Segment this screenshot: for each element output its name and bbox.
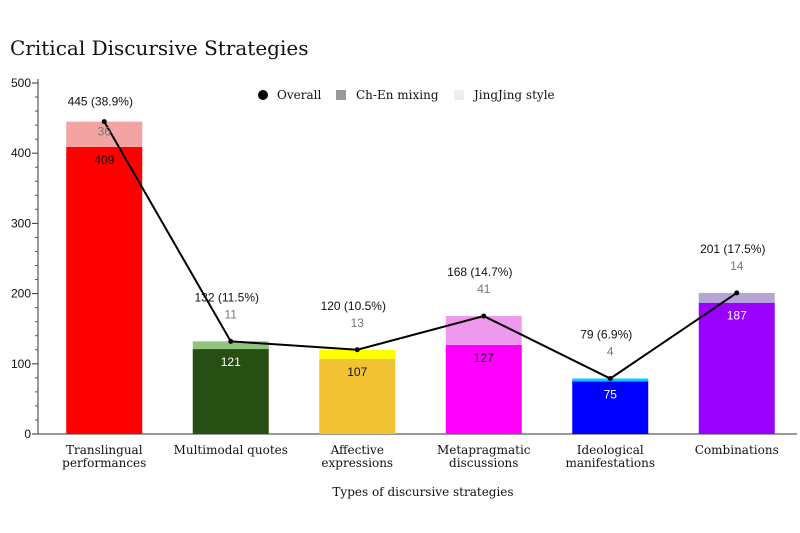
overall-point (481, 313, 487, 319)
data-label-ch-en-mixing: 127 (474, 351, 494, 365)
data-label-overall: 168 (14.7%) (447, 265, 512, 279)
bar-ch-en-mixing (192, 349, 269, 434)
x-tick-label: Ideological (577, 443, 644, 457)
data-label-jingjing-style: 36 (98, 125, 112, 139)
bar-ch-en-mixing (66, 146, 143, 434)
y-tick-label: 200 (11, 287, 31, 301)
bar-jingjing-style (698, 292, 775, 303)
legend-label: Overall (277, 88, 321, 102)
chart-title: Critical Discursive Strategies (10, 36, 308, 60)
bar-jingjing-style (445, 316, 522, 345)
data-label-jingjing-style: 41 (477, 282, 491, 296)
data-label-overall: 201 (17.5%) (700, 242, 765, 256)
x-tick-label: Multimodal quotes (174, 443, 288, 457)
overall-point (101, 119, 107, 125)
legend-marker (336, 90, 346, 100)
data-label-ch-en-mixing: 121 (221, 355, 241, 369)
bar-ch-en-mixing (445, 344, 522, 434)
data-label-overall: 79 (6.9%) (580, 328, 632, 342)
legend-label: JingJing style (472, 88, 555, 102)
legend-marker (454, 90, 464, 100)
x-tick-label: Metapragmatic (437, 443, 531, 457)
legend-marker-overall (258, 90, 268, 100)
overall-point (607, 376, 613, 382)
data-label-jingjing-style: 13 (351, 316, 365, 330)
bar-ch-en-mixing (698, 302, 775, 434)
data-label-overall: 120 (10.5%) (321, 299, 386, 313)
bar-ch-en-mixing (572, 381, 649, 434)
data-label-ch-en-mixing: 107 (347, 365, 367, 379)
overall-series-line (103, 121, 738, 380)
y-tick-label: 400 (11, 146, 31, 160)
bar-jingjing-style (66, 121, 143, 147)
legend: Overall Ch-En mixing JingJing style (258, 88, 555, 102)
overall-point (354, 347, 360, 353)
bar-jingjing-style (319, 349, 396, 359)
x-tick-label: performances (62, 456, 146, 470)
data-label-jingjing-style: 11 (225, 307, 238, 321)
y-tick-label: 300 (11, 216, 31, 230)
overall-line (101, 119, 740, 382)
y-tick-label: 500 (11, 76, 31, 90)
overall-point (734, 290, 740, 296)
x-tick-label: discussions (449, 456, 518, 470)
data-label-ch-en-mixing: 187 (727, 309, 747, 323)
data-label-overall: 132 (11.5%) (195, 290, 259, 304)
legend-label: Ch-En mixing (356, 88, 439, 102)
x-axis-label: Types of discursive strategies (332, 485, 513, 499)
data-label-jingjing-style: 4 (607, 345, 614, 359)
axes: 0 100 200 300 400 500 (11, 76, 797, 441)
y-tick-label: 100 (11, 357, 31, 371)
x-tick-label: Affective (330, 443, 384, 457)
data-label-ch-en-mixing: 409 (94, 153, 114, 167)
bars (66, 121, 775, 434)
overall-point (228, 338, 234, 344)
bar-ch-en-mixing (319, 358, 396, 434)
bar-jingjing-style (192, 341, 269, 350)
data-label-ch-en-mixing: 75 (604, 387, 618, 401)
x-tick-label: Translingual (66, 443, 143, 457)
x-tick-label: expressions (321, 456, 393, 470)
x-tick-label: Combinations (695, 443, 779, 457)
data-label-overall: 445 (38.9%) (68, 95, 133, 109)
data-label-jingjing-style: 14 (730, 259, 744, 273)
y-tick-label: 0 (24, 427, 31, 441)
x-tick-label: manifestations (565, 456, 655, 470)
